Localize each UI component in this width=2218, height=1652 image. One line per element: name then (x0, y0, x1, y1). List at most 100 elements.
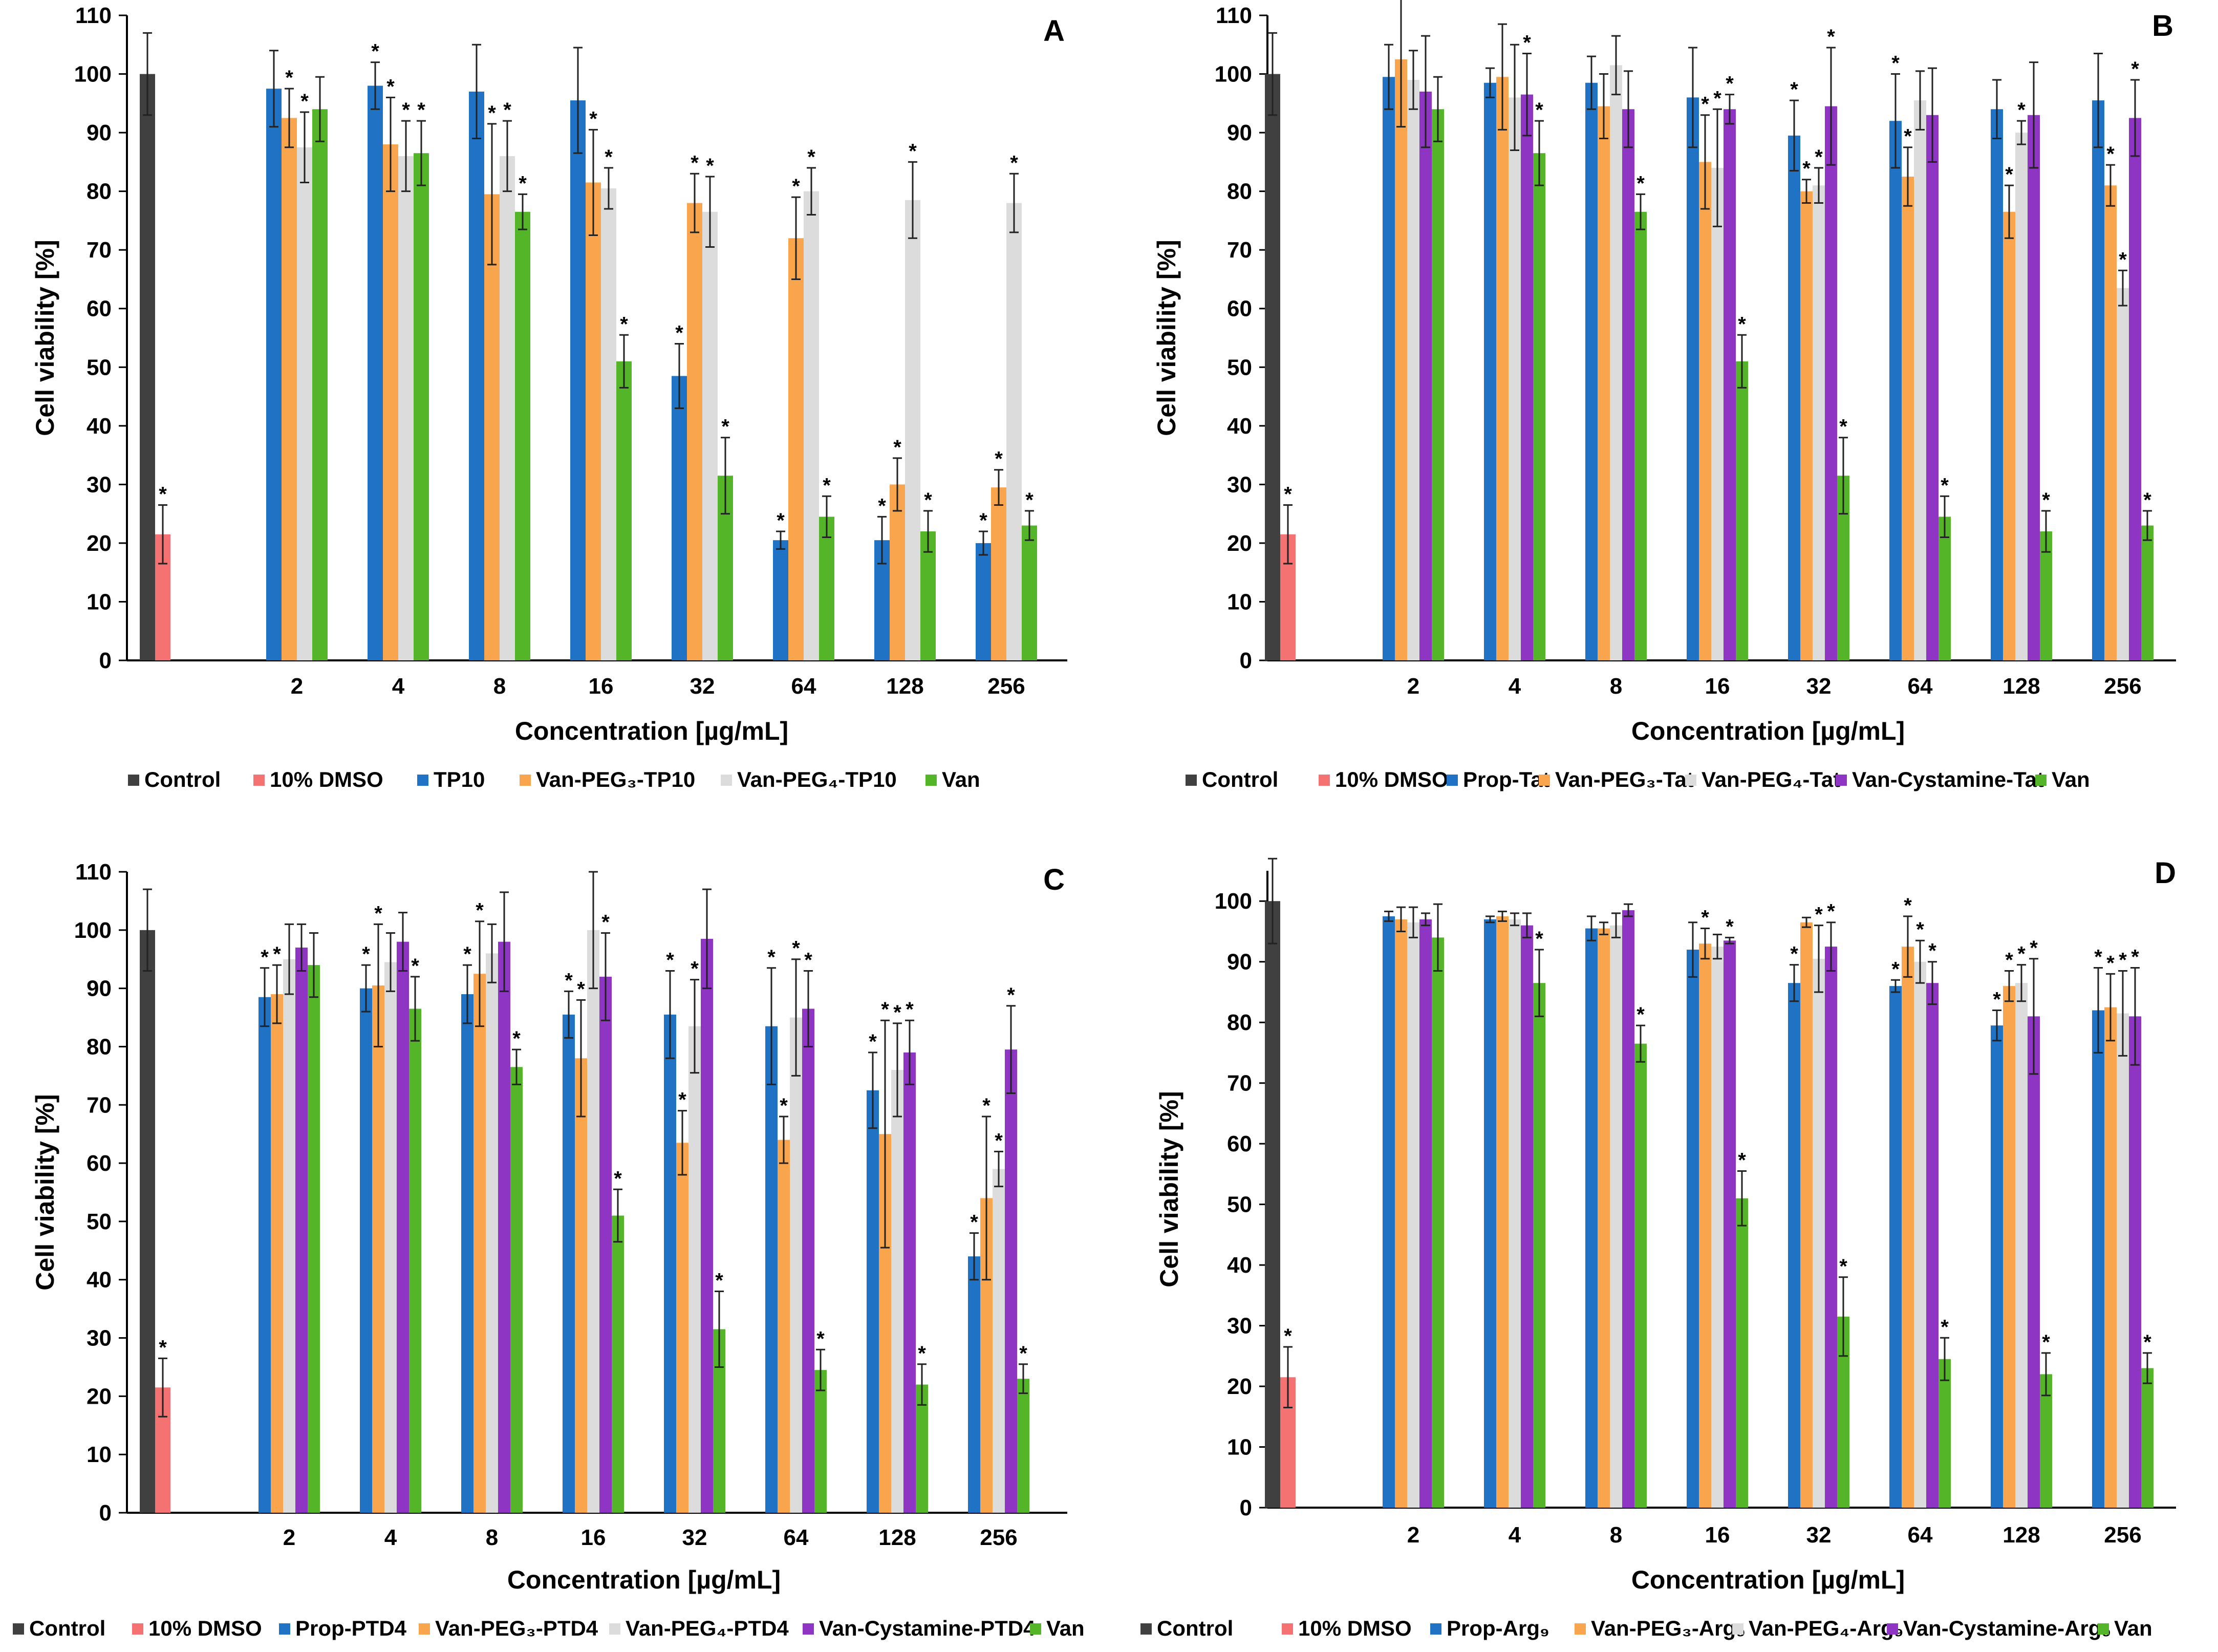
bar (1585, 928, 1598, 1508)
y-tick-label: 60 (1227, 296, 1252, 321)
bar (612, 1215, 624, 1513)
legend-label: 10% DMSO (1298, 1616, 1412, 1640)
significance-star: * (386, 75, 395, 98)
bar (1788, 983, 1800, 1508)
bar (398, 156, 414, 661)
bar (1711, 167, 1724, 660)
bar (601, 188, 616, 661)
bar (282, 118, 297, 660)
y-tick-label: 50 (1227, 355, 1252, 380)
x-tick-label: 64 (784, 1525, 809, 1550)
x-tick-label: 32 (690, 674, 715, 699)
bar (672, 376, 687, 660)
significance-star: * (362, 943, 370, 966)
legend-label: Van-PEG₃-PTD4 (435, 1616, 598, 1640)
x-tick-label: 16 (1705, 674, 1730, 699)
significance-star: * (476, 899, 484, 922)
bar (1914, 961, 1926, 1508)
bar (2040, 1374, 2052, 1508)
significance-star: * (1827, 26, 1835, 48)
significance-star: * (1019, 1342, 1027, 1365)
x-tick-label: 128 (886, 674, 923, 699)
significance-star: * (721, 416, 729, 438)
y-tick-label: 80 (1227, 1010, 1252, 1035)
y-axis-title: Cell viability [%] (1155, 1091, 1183, 1287)
significance-star: * (906, 998, 914, 1021)
bar (283, 959, 295, 1513)
y-tick-label: 70 (1227, 1071, 1252, 1096)
significance-star: * (893, 436, 901, 459)
bar (140, 74, 155, 661)
significance-star: * (881, 998, 889, 1021)
significance-star: * (2106, 143, 2115, 165)
significance-star: * (823, 474, 831, 497)
x-tick-label: 2 (291, 674, 303, 699)
significance-star: * (1904, 894, 1912, 917)
x-tick-label: 4 (392, 674, 405, 699)
x-axis-title: Concentration [µg/mL] (515, 717, 788, 745)
x-tick-label: 64 (1908, 1522, 1933, 1548)
legend-label: TP10 (434, 767, 485, 791)
significance-star: * (1891, 958, 1900, 980)
bar (778, 1140, 790, 1513)
x-tick-label: 16 (1705, 1522, 1730, 1548)
y-tick-label: 80 (87, 1034, 112, 1059)
bar (1788, 135, 1800, 661)
significance-star: * (374, 902, 382, 925)
x-tick-label: 16 (589, 674, 614, 699)
x-tick-label: 8 (1610, 1522, 1622, 1548)
y-tick-label: 0 (99, 648, 112, 673)
y-tick-label: 50 (87, 355, 112, 380)
x-tick-label: 2 (1407, 1522, 1419, 1548)
bar (295, 947, 308, 1513)
bar (2028, 115, 2040, 660)
legend-label: Van-Cystamine-Tat (1852, 767, 2044, 791)
legend-swatch (1887, 1623, 1898, 1635)
y-axis-title: Cell viability [%] (31, 240, 59, 436)
legend-swatch (1447, 775, 1458, 786)
bar (1825, 106, 1837, 661)
significance-star: * (2131, 946, 2139, 969)
y-tick-label: 60 (87, 296, 112, 321)
bar (1419, 91, 1432, 661)
bar (1724, 109, 1736, 661)
significance-star: * (1535, 99, 1543, 121)
significance-star: * (970, 1211, 978, 1234)
significance-star: * (402, 99, 410, 121)
bar (1383, 916, 1395, 1508)
bar (2141, 525, 2154, 660)
bar (486, 953, 498, 1513)
significance-star: * (488, 102, 496, 124)
legend-label: Control (1157, 1616, 1233, 1640)
y-tick-label: 40 (87, 414, 112, 439)
legend-label: 10% DMSO (270, 767, 383, 791)
legend-swatch (803, 1623, 814, 1635)
x-tick-label: 128 (878, 1525, 916, 1550)
bar (1939, 1359, 1951, 1508)
bar (1687, 97, 1699, 660)
significance-star: * (1738, 1149, 1746, 1171)
bar (461, 994, 473, 1513)
significance-star: * (1701, 93, 1709, 116)
x-tick-label: 8 (1610, 674, 1622, 699)
bar (2040, 531, 2052, 660)
y-tick-label: 20 (87, 531, 112, 556)
significance-star: * (1891, 52, 1900, 75)
bar (563, 1014, 575, 1513)
bar (1432, 937, 1444, 1508)
x-tick-label: 32 (682, 1525, 707, 1550)
bar (140, 930, 155, 1513)
legend-swatch (1140, 1623, 1152, 1635)
legend-swatch (253, 775, 265, 786)
legend-label: Van (2114, 1616, 2152, 1640)
bar (1699, 162, 1711, 660)
bar (1914, 100, 1926, 660)
bar (905, 200, 920, 660)
legend-swatch (419, 1623, 430, 1635)
significance-star: * (2143, 1331, 2151, 1354)
bar (1432, 109, 1444, 661)
bar (891, 1069, 903, 1513)
bar (469, 91, 484, 661)
y-tick-label: 0 (99, 1500, 112, 1526)
significance-star: * (273, 943, 281, 966)
